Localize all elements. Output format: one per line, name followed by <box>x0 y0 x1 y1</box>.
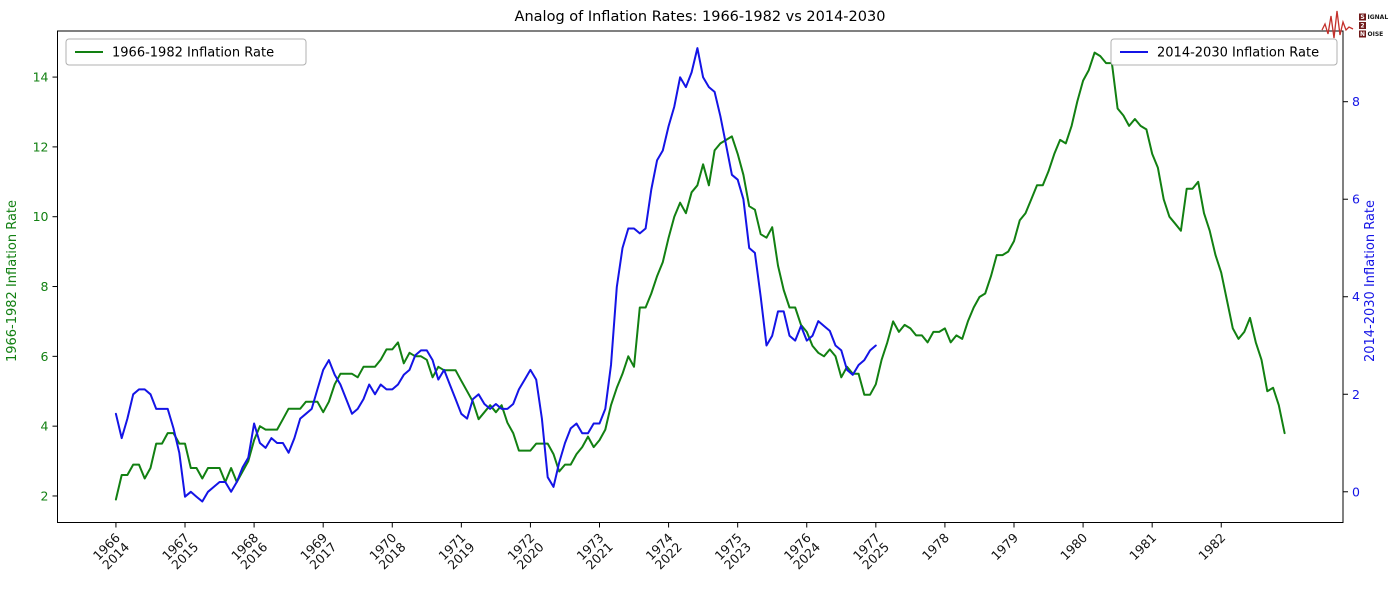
y-left-tick-label: 4 <box>41 419 49 434</box>
x-tick-label: 1980 <box>1057 530 1090 563</box>
x-tick-label: 1982 <box>1195 530 1228 563</box>
plot-content: 2 4 6 8 10 12 14 0 2 4 6 8 19662014 19672015 19682016 1… <box>33 47 1360 572</box>
legend-left-label: 1966-1982 Inflation Rate <box>112 46 274 61</box>
right-axis-label: 2014-2030 Inflation Rate <box>1363 200 1378 362</box>
y-left-tick-label: 10 <box>33 209 49 224</box>
y-right-tick-label: 6 <box>1352 192 1360 207</box>
y-left-tick-label: 6 <box>41 349 49 364</box>
chart-title: Analog of Inflation Rates: 1966-1982 vs … <box>515 9 886 25</box>
x-tick-label: 19662014 <box>90 530 132 572</box>
series-line-1966-1982 <box>114 51 1286 501</box>
x-tick-label: 19732021 <box>574 530 616 572</box>
y-left-tick-label: 12 <box>33 139 49 154</box>
x-tick-label: 1979 <box>988 530 1021 563</box>
y-right-tick-label: 0 <box>1352 484 1360 499</box>
logo-box-s <box>1359 13 1366 21</box>
logo-box-2 <box>1359 22 1366 29</box>
logo-letter-s: S <box>1360 14 1364 21</box>
y-right-tick-label: 4 <box>1352 289 1360 304</box>
x-tick-label: 19692017 <box>297 530 339 572</box>
x-tick-label: 19712019 <box>435 530 477 572</box>
y-right-tick-label: 8 <box>1352 94 1360 109</box>
x-tick-label: 19702018 <box>366 530 408 572</box>
x-tick-label: 19722020 <box>504 530 546 572</box>
logo-word-signal-rest: IGNAL <box>1368 14 1389 21</box>
x-tick-label: 1978 <box>919 530 952 563</box>
y-left-tick-label: 8 <box>41 279 49 294</box>
x-tick-label: 19682016 <box>228 530 270 572</box>
legend-right-label: 2014-2030 Inflation Rate <box>1157 46 1319 61</box>
legend-left: 1966-1982 Inflation Rate <box>65 38 307 66</box>
x-tick-label: 19762024 <box>781 530 823 572</box>
plot-area <box>57 30 1344 523</box>
x-tick-label: 19742022 <box>643 530 685 572</box>
legend-right: 2014-2030 Inflation Rate <box>1110 38 1338 66</box>
left-axis-label: 1966-1982 Inflation Rate <box>5 200 20 362</box>
y-right-tick-label: 2 <box>1352 387 1360 402</box>
logo-letter-2: 2 <box>1360 23 1364 30</box>
logo-letter-n: N <box>1360 31 1365 38</box>
logo-box-n <box>1359 30 1366 38</box>
logo-word-noise-rest: OISE <box>1368 31 1384 38</box>
x-tick-label: 19752023 <box>712 530 754 572</box>
legend-left-box <box>65 38 307 66</box>
y-left-tick-label: 14 <box>33 70 49 85</box>
series-line-2014-2030 <box>114 47 877 503</box>
x-tick-label: 19772025 <box>850 530 892 572</box>
logo-waveform-icon <box>1321 10 1354 39</box>
signal2noise-logo: S IGNAL 2 N OISE <box>1321 10 1389 39</box>
y-left-tick-label: 2 <box>41 488 49 503</box>
x-tick-label: 19672015 <box>159 530 201 572</box>
legend-right-box <box>1110 38 1338 66</box>
x-tick-label: 1981 <box>1126 530 1159 563</box>
